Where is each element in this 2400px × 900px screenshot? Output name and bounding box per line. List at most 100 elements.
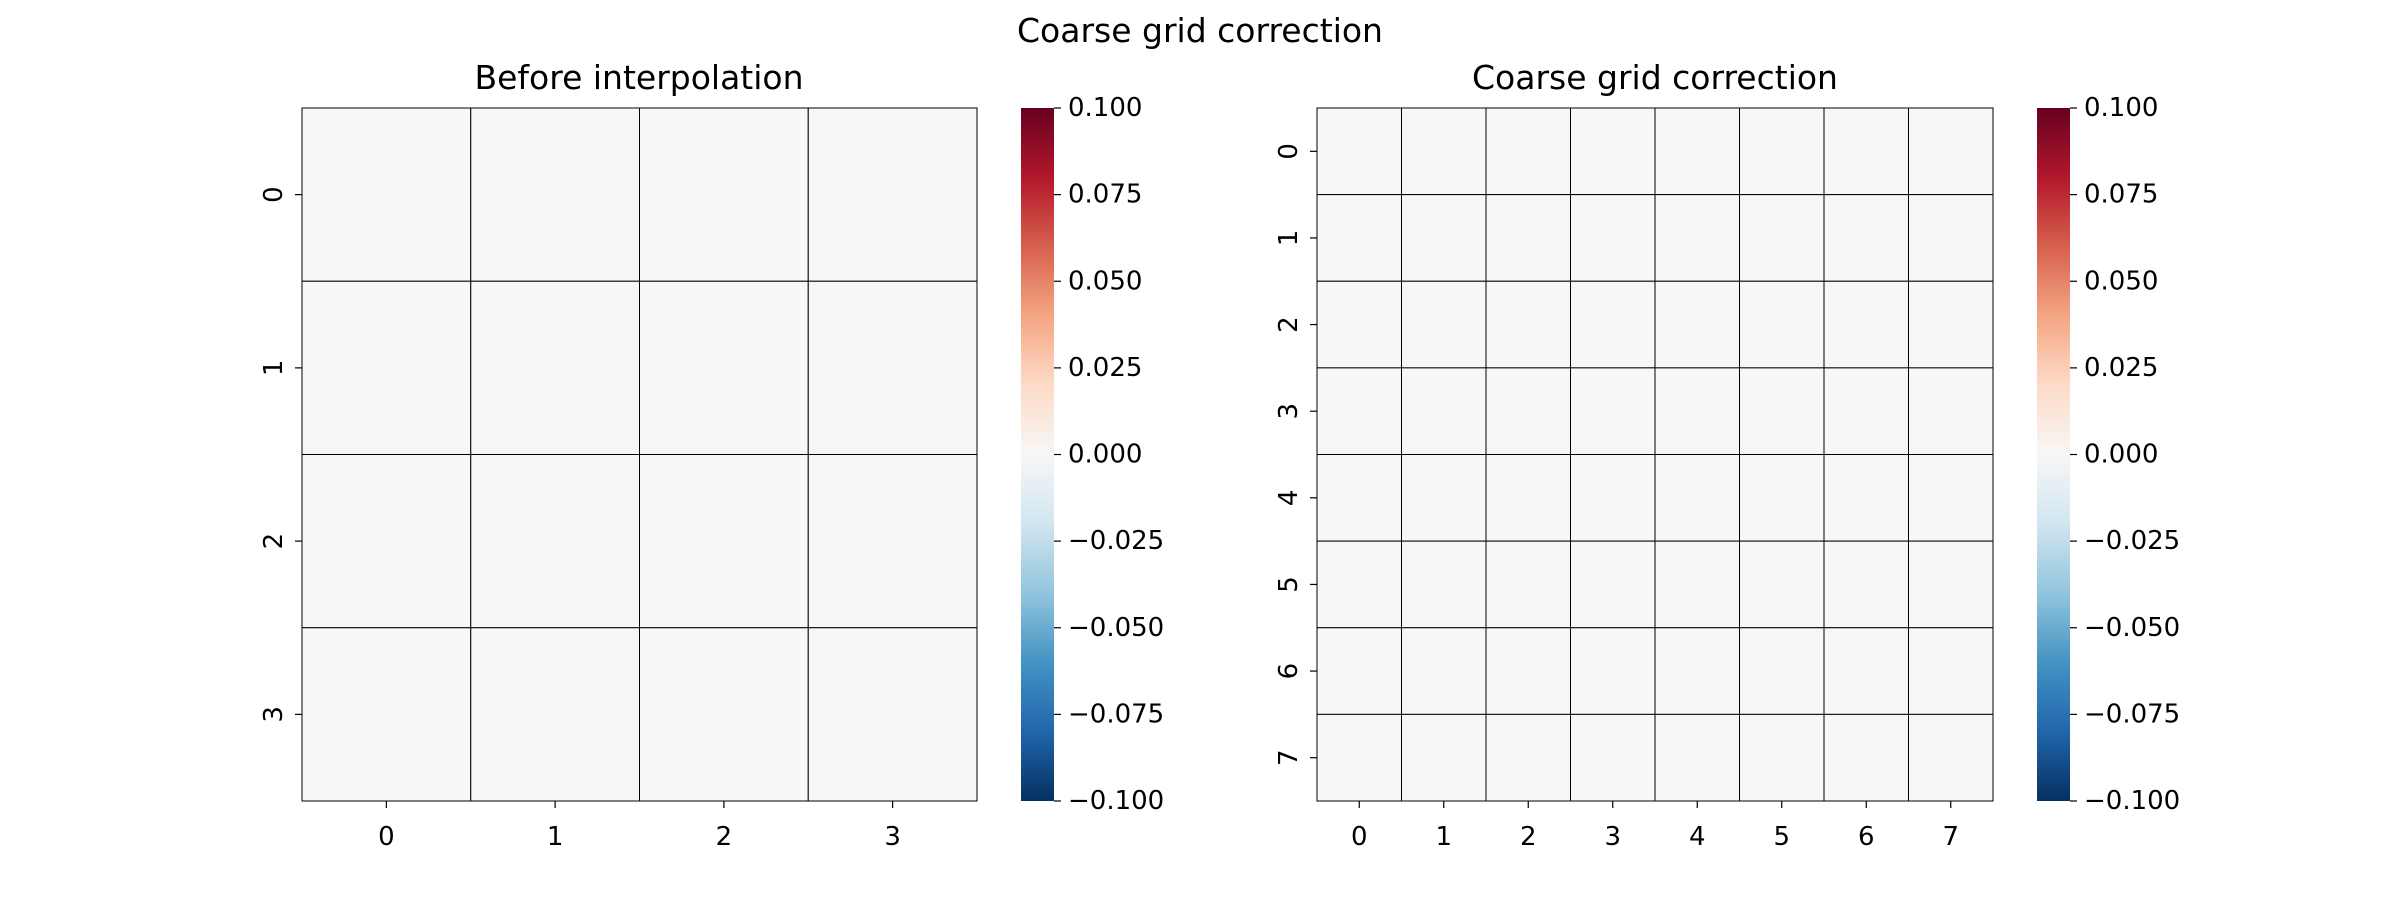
colorbar-tick-label: −0.100 <box>1068 786 1164 816</box>
heatmap-cell <box>1908 280 1994 369</box>
heatmap-cell <box>1401 194 1487 282</box>
colorbar <box>1021 108 1054 801</box>
heatmap-cell <box>470 454 640 629</box>
heatmap-cell <box>470 107 640 282</box>
x-tick-label: 5 <box>1773 822 1790 852</box>
y-tick-label: 6 <box>1274 663 1304 680</box>
heatmap-cell <box>1908 713 1994 802</box>
heatmap-cell <box>301 454 472 629</box>
figure-suptitle: Coarse grid correction <box>1017 11 1383 50</box>
colorbar-tick-label: −0.100 <box>2084 786 2180 816</box>
y-tick-label: 1 <box>1274 230 1304 247</box>
heatmap-cell <box>1908 540 1994 629</box>
y-tick-label: 0 <box>259 186 289 203</box>
colorbar-tick-label: 0.075 <box>2084 180 2158 210</box>
x-tick-label: 7 <box>1942 822 1959 852</box>
heatmap-cell <box>1654 540 1740 629</box>
heatmap-cell <box>639 454 809 629</box>
heatmap-cell <box>1401 627 1487 715</box>
heatmap-cell <box>1570 454 1656 542</box>
heatmap-cell <box>1485 367 1571 455</box>
heatmap-cell <box>1570 540 1656 629</box>
y-tick-label: 0 <box>1274 143 1304 160</box>
y-tick-label: 4 <box>1274 490 1304 507</box>
heatmap-cell <box>470 627 640 802</box>
heatmap-cell <box>1823 280 1909 369</box>
heatmap-cell <box>1823 713 1909 802</box>
y-tick-label: 7 <box>1274 749 1304 766</box>
heatmap-cell <box>1739 280 1825 369</box>
heatmap-cell <box>1316 280 1402 369</box>
y-tick-label: 2 <box>259 533 289 550</box>
y-tick-label: 5 <box>1274 576 1304 593</box>
heatmap-cell <box>1908 367 1994 455</box>
heatmap-cell <box>1316 540 1402 629</box>
colorbar-tick-label: 0.000 <box>1068 440 1142 470</box>
heatmap-cell <box>1654 454 1740 542</box>
heatmap-cell <box>1739 107 1825 196</box>
heatmap-panel-coarse-grid-correction: Coarse grid correction 0 1 2 3 4 5 6 7 0 1 2 3 4 5 6 7 0.… <box>1274 58 2180 852</box>
heatmap-cell <box>639 107 809 282</box>
heatmap-cell <box>301 627 472 802</box>
heatmap-title: Coarse grid correction <box>1472 58 1838 97</box>
heatmap-cell <box>1570 107 1656 196</box>
y-tick-label: 1 <box>259 360 289 377</box>
heatmap-cell <box>1908 627 1994 715</box>
heatmap-cell <box>1316 194 1402 282</box>
heatmap-cell <box>1654 367 1740 455</box>
heatmap-cell <box>1401 107 1487 196</box>
heatmap-cell <box>1654 627 1740 715</box>
heatmap-cell <box>1485 627 1571 715</box>
colorbar <box>2037 108 2070 801</box>
heatmap-cell <box>807 454 978 629</box>
heatmap-cell <box>807 280 978 455</box>
heatmap-cell <box>301 107 472 282</box>
heatmap-cell <box>639 280 809 455</box>
heatmap-cell <box>1570 280 1656 369</box>
heatmap-cell <box>807 107 978 282</box>
heatmap-cell <box>1823 540 1909 629</box>
heatmap-cell <box>301 280 472 455</box>
heatmap-cell <box>1570 627 1656 715</box>
heatmap-title: Before interpolation <box>474 58 803 97</box>
heatmap-cell <box>1739 540 1825 629</box>
heatmap-cell <box>1485 540 1571 629</box>
x-tick-label: 0 <box>1351 822 1368 852</box>
x-tick-label: 2 <box>1520 822 1537 852</box>
heatmap-cell <box>1316 627 1402 715</box>
colorbar-tick-label: 0.100 <box>2084 93 2158 123</box>
x-tick-label: 0 <box>378 822 395 852</box>
heatmap-cell <box>1823 627 1909 715</box>
heatmap-cell <box>470 280 640 455</box>
heatmap-cell <box>1823 107 1909 196</box>
heatmap-cell <box>1401 367 1487 455</box>
colorbar-tick-label: 0.050 <box>2084 266 2158 296</box>
heatmap-cell <box>1739 713 1825 802</box>
heatmap-cell <box>1485 280 1571 369</box>
y-tick-label: 3 <box>1274 403 1304 420</box>
heatmap-cell <box>1654 194 1740 282</box>
heatmap-cell <box>1823 194 1909 282</box>
x-tick-label: 2 <box>716 822 733 852</box>
colorbar-tick-label: −0.025 <box>1068 526 1164 556</box>
heatmap-cell <box>1485 107 1571 196</box>
heatmap-cell <box>1570 713 1656 802</box>
colorbar-tick-label: 0.025 <box>2084 353 2158 383</box>
x-tick-label: 1 <box>547 822 564 852</box>
heatmap-cell <box>1739 367 1825 455</box>
heatmap-cell <box>1401 280 1487 369</box>
x-tick-label: 6 <box>1858 822 1875 852</box>
colorbar-tick-label: 0.050 <box>1068 266 1142 296</box>
colorbar-tick-label: 0.025 <box>1068 353 1142 383</box>
y-tick-label: 3 <box>259 706 289 723</box>
heatmap-cell <box>1654 107 1740 196</box>
colorbar-tick-label: −0.025 <box>2084 526 2180 556</box>
colorbar-tick-label: 0.000 <box>2084 440 2158 470</box>
heatmap-cell <box>1401 454 1487 542</box>
heatmap-cell <box>1485 194 1571 282</box>
heatmap-cell <box>1401 540 1487 629</box>
colorbar-tick-label: −0.050 <box>2084 613 2180 643</box>
colorbar-tick-label: −0.075 <box>2084 699 2180 729</box>
heatmap-cell <box>1654 713 1740 802</box>
